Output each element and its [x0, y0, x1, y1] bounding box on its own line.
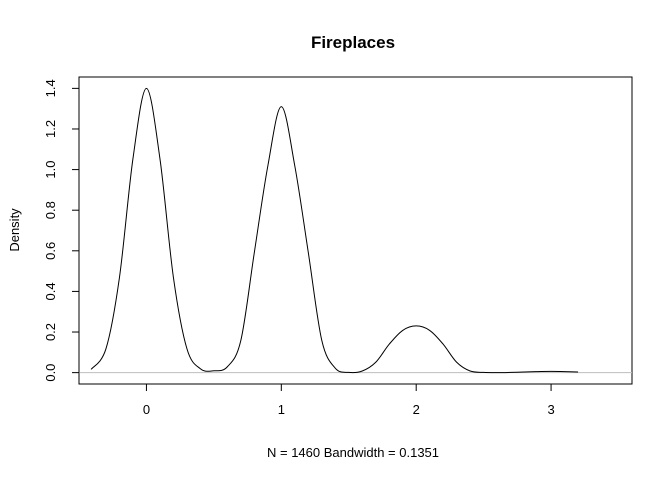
y-tick-label: 1.4: [43, 79, 58, 97]
y-tick-label: 1.0: [43, 161, 58, 179]
plot-frame: [78, 76, 633, 385]
y-tick-label: 0.2: [43, 323, 58, 341]
y-tick-label: 0.8: [43, 201, 58, 219]
density-curve-0: [90, 87, 579, 374]
chart-title: Fireplaces: [311, 33, 395, 52]
x-tick-label: 3: [547, 402, 554, 417]
y-tick-label: 1.2: [43, 120, 58, 138]
y-tick-label: 0.0: [43, 364, 58, 382]
y-tick-label: 0.4: [43, 282, 58, 300]
x-tick-label: 0: [143, 402, 150, 417]
x-axis-label: N = 1460 Bandwidth = 0.1351: [267, 445, 439, 460]
y-tick-label: 0.6: [43, 242, 58, 260]
x-tick-label: 2: [413, 402, 420, 417]
x-tick-label: 1: [278, 402, 285, 417]
y-axis-label: Density: [7, 208, 22, 252]
